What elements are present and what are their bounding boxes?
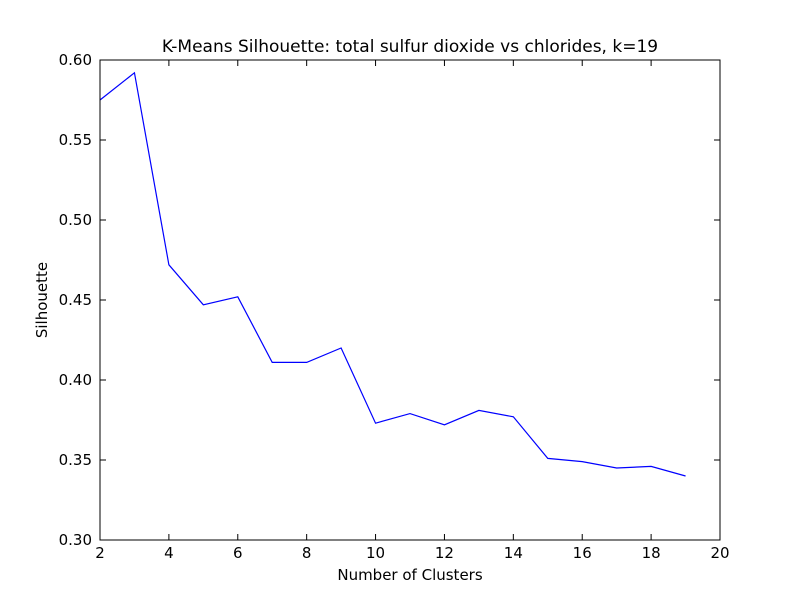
y-tick-label: 0.30: [59, 531, 92, 549]
x-tick-label: 18: [642, 544, 661, 562]
x-tick-label: 20: [710, 544, 729, 562]
x-tick-label: 12: [435, 544, 454, 562]
y-tick-label: 0.45: [59, 291, 92, 309]
plot-series: [99, 71, 686, 477]
y-axis-label: Silhouette: [33, 262, 51, 338]
y-axis: 0.30 0.35 0.40 0.45 0.50 0.55 0.60: [59, 51, 720, 549]
chart-title: K-Means Silhouette: total sulfur dioxide…: [162, 37, 658, 57]
y-tick-label: 0.40: [59, 371, 92, 389]
x-tick-label: 14: [504, 544, 523, 562]
x-axis: 2 4 6 8 10 12 14 16 18 20: [95, 60, 730, 562]
x-tick-label: 6: [233, 544, 243, 562]
x-tick-label: 2: [95, 544, 105, 562]
x-tick-label: 10: [366, 544, 385, 562]
y-tick-label: 0.50: [59, 211, 92, 229]
y-tick-label: 0.55: [59, 131, 92, 149]
silhouette-line: [99, 71, 686, 477]
y-tick-label: 0.35: [59, 451, 92, 469]
x-axis-label: Number of Clusters: [337, 566, 482, 584]
x-tick-label: 8: [302, 544, 312, 562]
y-tick-label: 0.60: [59, 51, 92, 69]
x-tick-label: 16: [573, 544, 592, 562]
plot-frame: [99, 59, 721, 541]
x-tick-label: 4: [164, 544, 174, 562]
